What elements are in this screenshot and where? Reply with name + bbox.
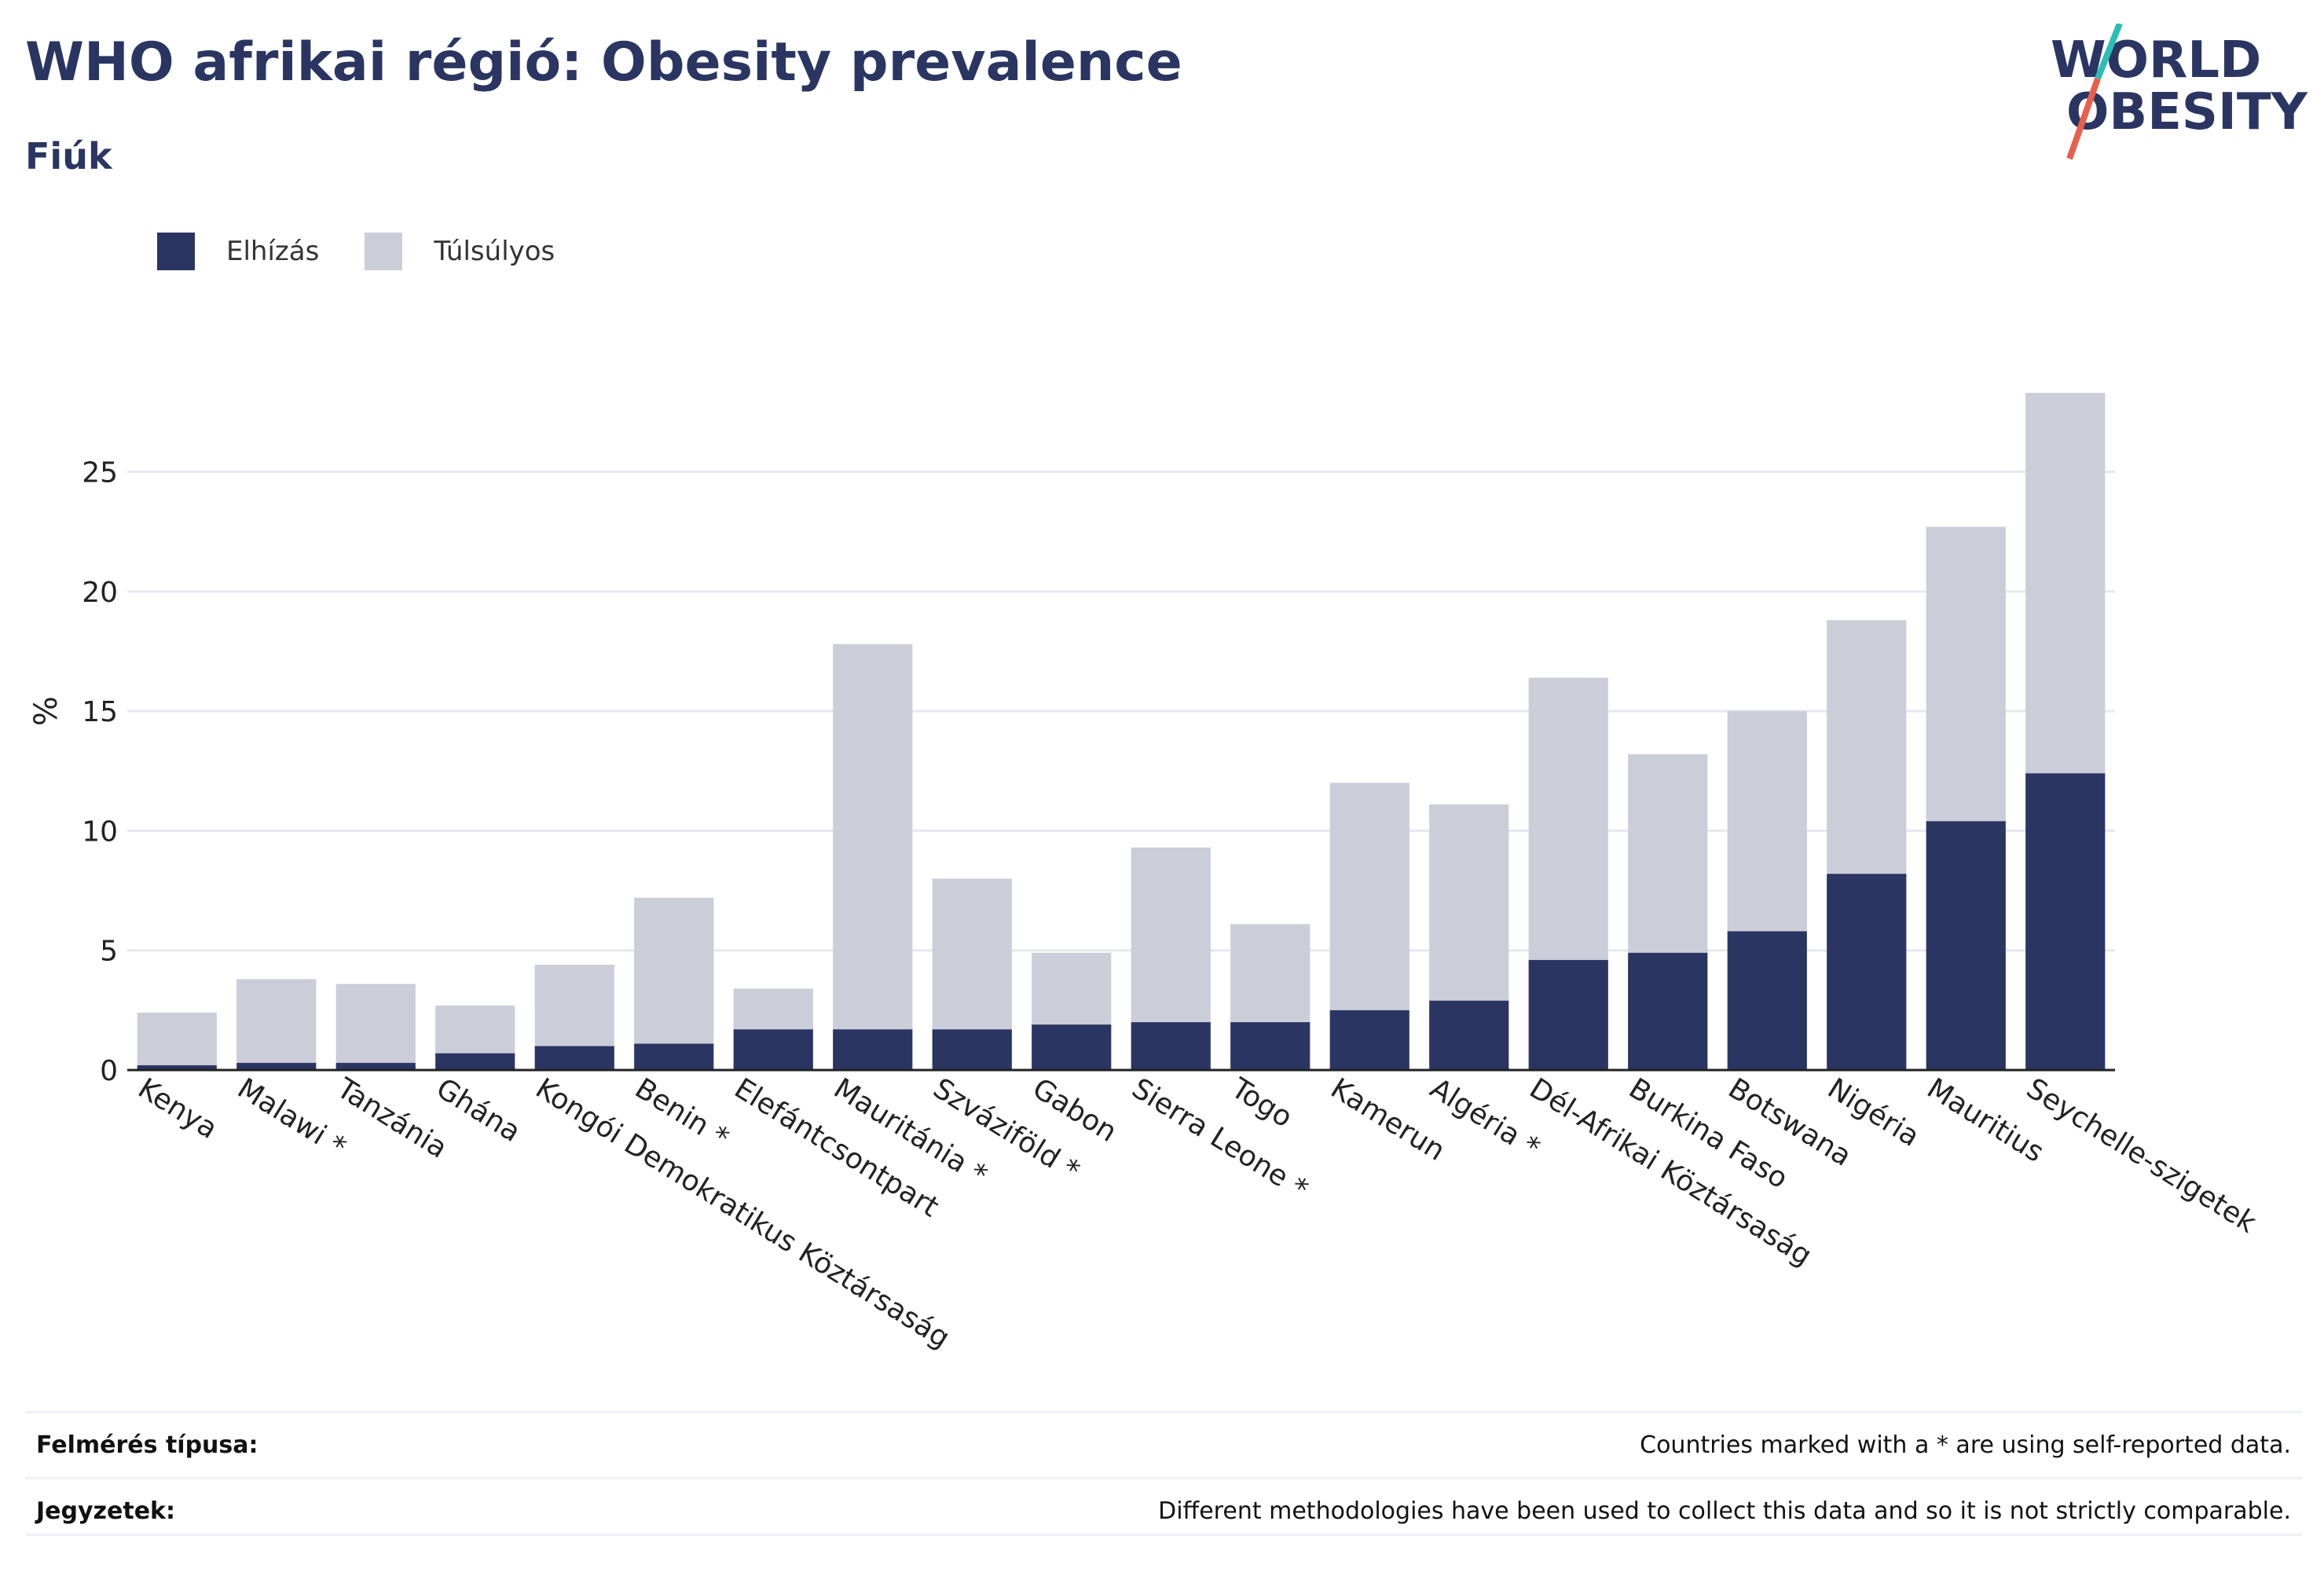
bar-obesity	[236, 1062, 317, 1070]
bar-overweight	[1429, 804, 1509, 1001]
bar-overweight	[932, 878, 1012, 1030]
footer-notes-label: Jegyzetek:	[36, 1497, 175, 1525]
x-tick-label: Sierra Leone *	[1126, 1072, 1313, 1206]
bar-obesity	[1727, 931, 1807, 1070]
bar-overweight	[1032, 952, 1112, 1025]
bar-obesity	[1131, 1022, 1211, 1070]
bar-overweight	[1926, 526, 2006, 822]
footer-survey-value: Countries marked with a * are using self…	[1640, 1431, 2291, 1459]
x-tick-label: Malawi *	[232, 1072, 351, 1164]
y-tick-label: 15	[82, 696, 118, 728]
footer-notes-value: Different methodologies have been used t…	[1158, 1497, 2291, 1525]
bar-obesity	[534, 1046, 614, 1070]
bar-obesity	[1827, 874, 1907, 1070]
bar-obesity	[634, 1043, 714, 1070]
bar-obesity	[833, 1029, 913, 1070]
bar-overweight	[733, 988, 813, 1030]
logo-text-world: WORLD	[2051, 31, 2261, 90]
world-obesity-logo: WORLD OBESITY	[2051, 24, 2308, 160]
chart-title: WHO afrikai régió: Obesity prevalence	[25, 31, 1182, 93]
bar-obesity	[1032, 1024, 1112, 1070]
bar-overweight	[1628, 753, 1708, 953]
bar-overweight	[1329, 783, 1409, 1010]
chart-legend: Elhízás Túlsúlyos	[157, 233, 600, 270]
y-tick-label: 20	[82, 577, 118, 609]
x-tick-label: Kenya	[132, 1072, 222, 1145]
legend-label-obesity: Elhízás	[226, 236, 320, 267]
bar-overweight	[634, 897, 714, 1044]
y-axis-label: %	[28, 696, 64, 726]
legend-label-overweight: Túlsúlyos	[434, 236, 555, 267]
bar-overweight	[2025, 393, 2106, 774]
bar-overweight	[435, 1005, 515, 1054]
bar-obesity	[733, 1029, 813, 1070]
bar-obesity	[435, 1053, 515, 1070]
y-tick-label: 10	[82, 815, 118, 848]
chart-subtitle: Fiúk	[25, 135, 112, 178]
footer-survey-row: Felmérés típusa: Countries marked with a…	[25, 1411, 2302, 1477]
legend-item-overweight: Túlsúlyos	[365, 233, 555, 270]
footer-notes-row: Jegyzetek: Different methodologies have …	[25, 1477, 2302, 1543]
bar-overweight	[1827, 620, 1907, 874]
bar-obesity	[335, 1062, 416, 1070]
bar-overweight	[833, 643, 913, 1030]
bar-overweight	[1528, 677, 1608, 960]
bar-overweight	[1131, 847, 1211, 1023]
bar-obesity	[1528, 959, 1608, 1070]
bar-obesity	[1230, 1022, 1310, 1070]
legend-swatch-obesity	[157, 233, 195, 270]
logo-slash-coral	[2066, 77, 2101, 160]
legend-item-obesity: Elhízás	[157, 233, 319, 270]
y-tick-label: 0	[100, 1055, 118, 1087]
x-tick-label: Seychelle-szigetek	[2021, 1072, 2262, 1240]
bar-overweight	[1230, 924, 1310, 1023]
x-tick-label: Togo	[1225, 1072, 1298, 1134]
logo-slash-teal	[2095, 24, 2123, 80]
bar-overweight	[335, 984, 416, 1063]
bar-obesity	[2025, 773, 2106, 1070]
bar-obesity	[1628, 952, 1708, 1070]
logo-text-obesity: OBESITY	[2066, 83, 2308, 141]
y-tick-label: 5	[100, 936, 118, 968]
bar-obesity	[1329, 1010, 1409, 1070]
y-tick-label: 25	[82, 457, 118, 489]
bar-overweight	[1727, 711, 1807, 932]
bar-overweight	[236, 979, 317, 1063]
x-tick-label: Tanzánia	[331, 1072, 453, 1164]
bar-overweight	[534, 964, 614, 1046]
legend-swatch-overweight	[365, 233, 403, 270]
bar-overweight	[137, 1012, 217, 1065]
footer-survey-label: Felmérés típusa:	[36, 1431, 258, 1459]
bar-obesity	[1429, 1000, 1509, 1070]
bar-obesity	[137, 1065, 217, 1070]
bar-obesity	[932, 1029, 1012, 1070]
bar-obesity	[1926, 821, 2006, 1070]
footer-divider	[25, 1534, 2302, 1536]
